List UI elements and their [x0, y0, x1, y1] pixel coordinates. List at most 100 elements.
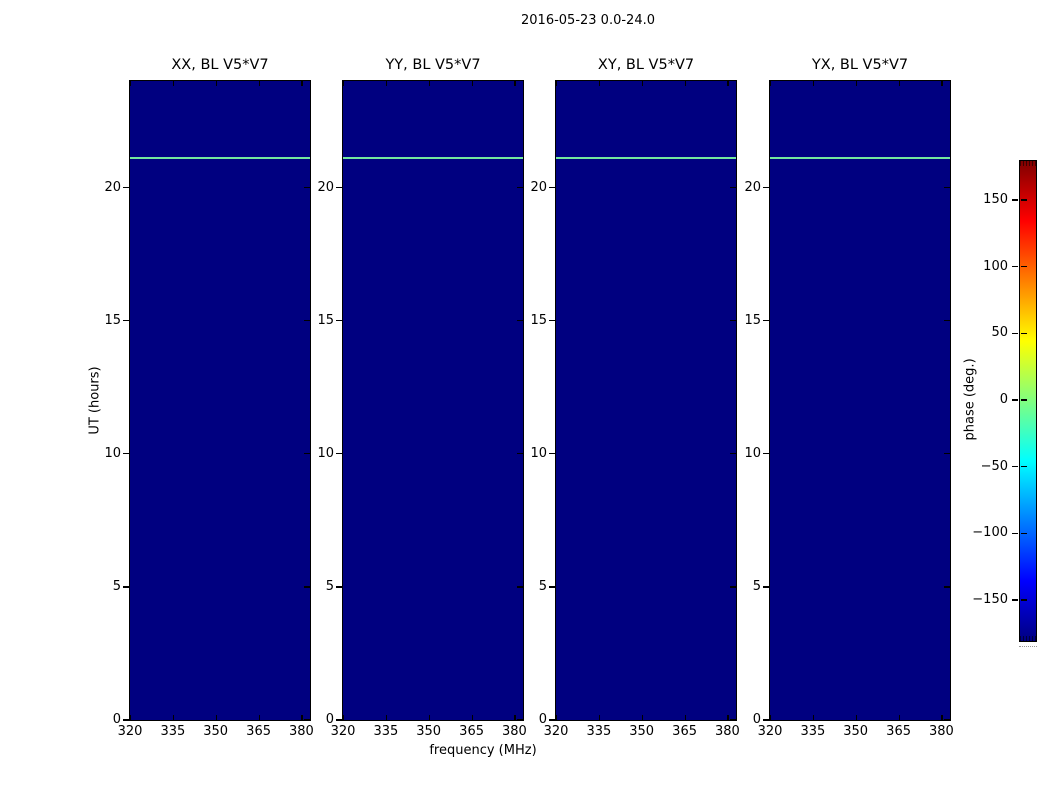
y-tick-mark [944, 186, 950, 189]
y-tick-mark [944, 719, 950, 721]
x-tick-mark [172, 715, 175, 720]
y-tick-label: 10 [530, 445, 547, 461]
x-tick-label: 335 [800, 724, 826, 739]
y-axis-label: UT (hours) [87, 366, 103, 435]
x-tick-mark [641, 715, 644, 720]
x-tick-mark [428, 81, 431, 86]
x-tick-mark [215, 81, 218, 86]
y-tick-label: 5 [325, 578, 334, 594]
heatmap-panel-yy: YY, BL V5*V7 320 335 350 365 380 0 5 10 15 20 [317, 57, 526, 739]
colorbar-tick-label: −150 [972, 592, 1008, 607]
y-tick-label: 20 [317, 179, 334, 195]
y-tick-label: 5 [538, 578, 547, 594]
x-tick-mark [556, 715, 558, 720]
phase-feature-line [770, 157, 950, 160]
x-tick-mark [598, 715, 601, 720]
panel-title-xy: XY, BL V5*V7 [597, 57, 695, 73]
x-tick-label: 320 [757, 724, 783, 739]
x-tick-label: 320 [330, 724, 356, 739]
x-tick-mark [215, 715, 218, 720]
x-tick-mark [941, 715, 943, 720]
y-tick-mark [336, 586, 342, 588]
x-tick-mark [130, 715, 132, 720]
colorbar-tick-label: −50 [980, 458, 1008, 474]
y-tick-mark [549, 319, 555, 322]
x-tick-mark [556, 81, 558, 86]
x-tick-mark [812, 81, 815, 86]
x-tick-mark [641, 81, 644, 86]
colorbar-tick-label: −100 [972, 525, 1008, 541]
y-tick-mark [549, 453, 555, 455]
colorbar-tick-mark [1021, 532, 1027, 534]
y-tick-label: 0 [112, 712, 121, 727]
colorbar-tick-label: 0 [999, 392, 1008, 407]
x-tick-label: 380 [928, 724, 954, 739]
colorbar-tick-mark [1012, 266, 1018, 268]
x-tick-label: 380 [288, 724, 314, 739]
colorbar-tick-mark [1021, 399, 1027, 401]
panel-title-xx: XX, BL V5*V7 [171, 57, 269, 73]
colorbar-tick-label: 50 [991, 325, 1008, 341]
phase-feature-line [556, 157, 736, 160]
heatmap-panel-xy: XY, BL V5*V7 320 335 350 365 380 0 5 10 15 20 [530, 57, 739, 739]
y-tick-label: 0 [538, 712, 547, 727]
y-tick-mark [549, 719, 555, 721]
x-tick-mark [258, 81, 260, 86]
x-tick-mark [343, 81, 345, 86]
y-tick-mark [304, 186, 310, 189]
colorbar-tick-mark [1012, 599, 1018, 601]
y-tick-mark [730, 453, 736, 455]
x-tick-mark [385, 81, 388, 86]
x-tick-mark [855, 81, 858, 86]
x-tick-mark [258, 715, 260, 720]
y-tick-mark [336, 319, 342, 322]
x-tick-label: 320 [117, 724, 143, 739]
colorbar-tick-mark [1012, 466, 1018, 468]
y-tick-mark [304, 586, 310, 588]
x-tick-mark [514, 715, 516, 720]
y-tick-mark [549, 586, 555, 588]
x-tick-label: 365 [886, 724, 911, 739]
y-tick-mark [730, 586, 736, 588]
x-tick-label: 380 [714, 724, 740, 739]
colorbar-tick-mark [1012, 332, 1018, 334]
x-tick-label: 335 [586, 724, 612, 739]
x-tick-mark [301, 81, 303, 86]
x-tick-mark [812, 715, 815, 720]
x-tick-label: 350 [416, 724, 442, 739]
colorbar-tick-mark [1012, 399, 1018, 401]
x-tick-label: 365 [672, 724, 697, 739]
y-tick-mark [123, 719, 129, 721]
y-tick-mark [763, 586, 769, 588]
x-tick-mark [471, 81, 473, 86]
x-tick-mark [130, 81, 132, 86]
y-tick-label: 10 [744, 445, 761, 461]
colorbar-tick-mark [1021, 332, 1027, 334]
y-tick-mark [730, 719, 736, 721]
y-tick-label: 20 [744, 179, 761, 195]
y-tick-mark [123, 586, 129, 588]
y-tick-mark [730, 319, 736, 322]
x-tick-mark [770, 81, 772, 86]
x-tick-mark [598, 81, 601, 86]
x-tick-mark [898, 81, 900, 86]
colorbar-tick-label: 150 [983, 192, 1008, 207]
colorbar-tick-mark [1021, 599, 1027, 601]
y-tick-mark [517, 453, 523, 455]
colorbar-edge-artifact-bottom [1020, 636, 1036, 641]
y-tick-mark [763, 453, 769, 455]
y-tick-label: 15 [317, 312, 334, 328]
x-tick-mark [471, 715, 473, 720]
y-tick-mark [123, 319, 129, 322]
colorbar-edge-artifact-top [1020, 161, 1036, 166]
y-tick-mark [336, 719, 342, 721]
x-tick-label: 335 [160, 724, 186, 739]
y-tick-label: 10 [104, 445, 121, 461]
x-tick-mark [727, 715, 729, 720]
x-tick-mark [727, 81, 729, 86]
colorbar-tick-mark [1012, 532, 1018, 534]
y-tick-mark [336, 453, 342, 455]
x-tick-mark [428, 715, 431, 720]
x-tick-label: 335 [373, 724, 399, 739]
